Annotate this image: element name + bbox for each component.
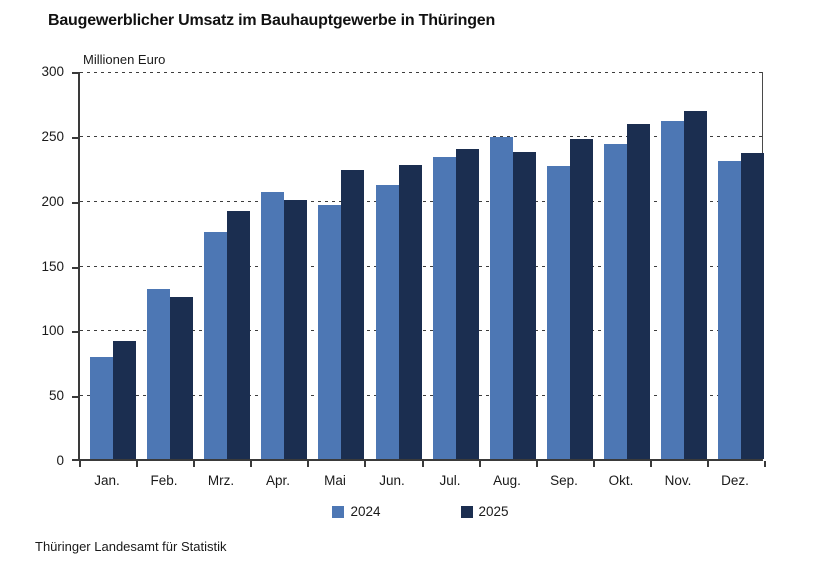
x-axis-tick-2 <box>193 461 195 467</box>
legend-label-2024: 2024 <box>350 504 381 519</box>
bar-2024-aug <box>490 137 513 459</box>
chart-title: Baugewerblicher Umsatz im Bauhauptgewerb… <box>48 12 496 29</box>
x-axis-tick-4 <box>307 461 309 467</box>
bar-2025-dez <box>741 153 764 459</box>
y-axis-label-0: 0 <box>56 453 64 468</box>
x-axis-tick-8 <box>536 461 538 467</box>
bar-2024-jan <box>90 357 113 459</box>
x-axis-tick-12 <box>764 461 766 467</box>
y-axis-unit-label: Millionen Euro <box>83 52 166 67</box>
x-axis-label-jul: Jul. <box>439 473 461 488</box>
bar-2024-okt <box>604 144 627 459</box>
x-axis-label-okt: Okt. <box>608 473 634 488</box>
x-axis-label-jan: Jan. <box>94 473 120 488</box>
y-axis-label-250: 250 <box>41 129 64 144</box>
bar-2024-apr <box>261 192 284 459</box>
legend-swatch-2024 <box>332 505 345 518</box>
legend-label-2025: 2025 <box>478 504 509 519</box>
y-axis-tick-150 <box>72 267 80 269</box>
bar-2025-nov <box>684 111 707 459</box>
x-axis-tick-6 <box>422 461 424 467</box>
bar-2025-sep <box>570 139 593 459</box>
bar-2025-jun <box>399 165 422 459</box>
y-axis-tick-300 <box>72 72 80 74</box>
x-axis-tick-10 <box>650 461 652 467</box>
y-axis-tick-250 <box>72 137 80 139</box>
x-axis-label-mai: Mai <box>324 473 346 488</box>
legend-swatch-2025 <box>460 505 473 518</box>
bar-2024-dez <box>718 161 741 459</box>
bar-2024-nov <box>661 121 684 459</box>
x-axis-label-mrz: Mrz. <box>207 473 235 488</box>
x-axis-label-sep: Sep. <box>550 473 578 488</box>
bar-2024-mai <box>318 205 341 459</box>
bar-2025-jul <box>456 149 479 459</box>
y-axis-tick-100 <box>72 331 80 333</box>
bar-2025-okt <box>627 124 650 459</box>
y-axis-label-300: 300 <box>41 64 64 79</box>
y-axis-tick-0 <box>72 459 80 461</box>
y-axis-tick-200 <box>72 202 80 204</box>
x-axis-tick-1 <box>136 461 138 467</box>
bar-2024-jul <box>433 157 456 459</box>
bar-2025-mrz <box>227 211 250 459</box>
y-axis-label-50: 50 <box>48 388 64 403</box>
y-axis-tick-labels: 0 50 100 150 200 250 300 <box>14 64 64 468</box>
y-axis-label-150: 150 <box>41 259 64 274</box>
x-axis-labels: Jan. Feb. Mrz. Apr. Mai Jun. Jul. Aug. Sep. Okt. N… <box>78 473 763 493</box>
x-axis-label-nov: Nov. <box>664 473 692 488</box>
gridline-300 <box>80 72 762 73</box>
gridline-250 <box>80 136 762 137</box>
x-axis-label-jun: Jun. <box>379 473 405 488</box>
legend: 2024 2025 <box>78 504 763 519</box>
bar-2024-jun <box>376 185 399 459</box>
x-axis-label-feb: Feb. <box>150 473 178 488</box>
y-axis-label-100: 100 <box>41 323 64 338</box>
bar-2024-mrz <box>204 232 227 459</box>
y-axis-label-200: 200 <box>41 194 64 209</box>
x-axis-tick-9 <box>593 461 595 467</box>
bar-2025-apr <box>284 200 307 459</box>
bar-2025-aug <box>513 152 536 459</box>
bar-2025-jan <box>113 341 136 459</box>
plot-area <box>72 72 766 467</box>
bar-2025-mai <box>341 170 364 459</box>
x-axis-tick-11 <box>707 461 709 467</box>
legend-item-2024: 2024 <box>332 504 381 519</box>
bar-2025-feb <box>170 297 193 459</box>
x-axis-label-dez: Dez. <box>721 473 749 488</box>
x-axis-label-aug: Aug. <box>493 473 521 488</box>
bar-2024-feb <box>147 289 170 459</box>
bar-2024-sep <box>547 166 570 459</box>
x-axis-tick-0 <box>79 461 81 467</box>
x-axis-tick-5 <box>364 461 366 467</box>
x-axis-label-apr: Apr. <box>265 473 290 488</box>
source-note: Thüringer Landesamt für Statistik <box>35 539 227 554</box>
legend-item-2025: 2025 <box>460 504 509 519</box>
y-axis-tick-50 <box>72 396 80 398</box>
x-axis-tick-7 <box>479 461 481 467</box>
x-axis-tick-3 <box>250 461 252 467</box>
